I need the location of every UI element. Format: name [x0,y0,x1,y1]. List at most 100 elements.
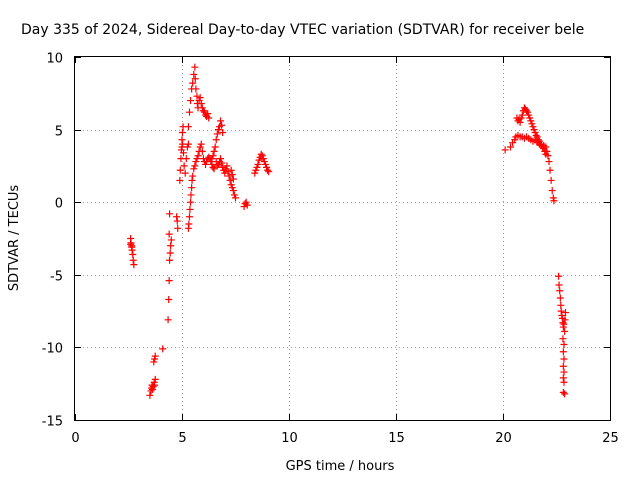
data-point [224,168,232,176]
data-point [221,169,229,177]
data-point [151,381,159,389]
data-point [197,99,205,107]
data-point [178,136,186,144]
data-point [165,295,173,303]
x-axis-label: GPS time / hours [286,459,395,474]
data-point [197,140,205,148]
data-point [185,108,193,116]
data-point [561,309,569,317]
data-point [129,256,137,264]
data-point [560,340,568,348]
data-point [198,147,206,155]
data-point [219,129,227,137]
data-point [501,146,509,154]
y-tick-label: -10 [42,342,63,357]
data-point [561,327,569,335]
data-point [189,172,197,180]
data-point [506,143,514,151]
data-point [232,194,239,202]
data-point [545,158,553,166]
data-point [188,176,196,184]
data-point [546,166,554,174]
data-point [557,307,565,315]
data-point [523,107,531,115]
grid-lines [75,57,610,420]
data-point [560,378,568,386]
data-point [229,187,237,195]
data-point [555,272,563,280]
data-point [184,123,192,131]
data-point [192,85,200,93]
x-tick-label: 5 [178,431,186,446]
data-point [212,136,220,144]
data-point [187,97,195,105]
data-point [149,383,157,391]
data-point [191,63,199,71]
data-point [205,114,213,122]
data-point [181,169,189,177]
data-point [561,390,569,398]
data-point [213,162,221,170]
chart-title: Day 335 of 2024, Sidereal Day-to-day VTE… [21,22,584,38]
data-point [128,243,136,251]
data-point [532,131,540,139]
data-point [165,230,173,238]
data-point [217,117,225,125]
x-tick-label: 10 [281,431,298,446]
data-point [560,320,568,328]
data-point [205,153,213,161]
data-point [146,391,154,399]
data-point [182,155,190,163]
data-point [211,143,219,151]
data-point [559,362,567,370]
data-point [218,121,226,129]
data-point [165,277,173,285]
data-point [167,236,175,244]
data-point [225,172,233,180]
data-point [130,261,138,269]
data-point [186,205,194,213]
data-point [556,294,564,302]
data-series [127,63,569,399]
y-tick-label: 10 [46,52,63,67]
y-tick-label: 0 [55,197,63,212]
data-point [518,111,526,119]
y-tick-label: -15 [42,415,63,430]
data-point [226,176,234,184]
y-tick-label: 5 [55,125,63,140]
data-point [191,162,199,170]
data-point [159,345,167,353]
data-point [173,213,181,221]
data-point [176,176,184,184]
data-point [264,166,272,174]
data-point [534,136,542,144]
data-point [209,163,217,171]
x-axis: 0 5 10 15 20 25 [71,57,619,446]
data-point [556,287,564,295]
data-point [560,355,568,363]
data-point [178,129,186,137]
data-point [188,184,196,192]
data-point [547,176,555,184]
data-point [265,168,273,176]
data-point [199,107,207,115]
data-point [184,140,192,148]
data-point [559,335,567,343]
x-tick-label: 20 [495,431,512,446]
data-point [257,150,265,158]
data-point [180,162,188,170]
y-axis-label: SDTVAR / TECUs [7,185,22,292]
data-point [539,143,547,151]
data-point [559,388,567,396]
data-point [209,152,217,160]
x-tick-label: 15 [388,431,405,446]
data-point [254,160,262,168]
data-point [223,162,231,170]
data-point [217,155,225,163]
data-point [174,224,182,232]
y-axis: -15 -10 -5 0 5 10 [42,52,610,430]
x-tick-label: 0 [71,431,79,446]
data-point [166,210,174,218]
data-point [179,149,187,157]
data-point [228,171,236,179]
